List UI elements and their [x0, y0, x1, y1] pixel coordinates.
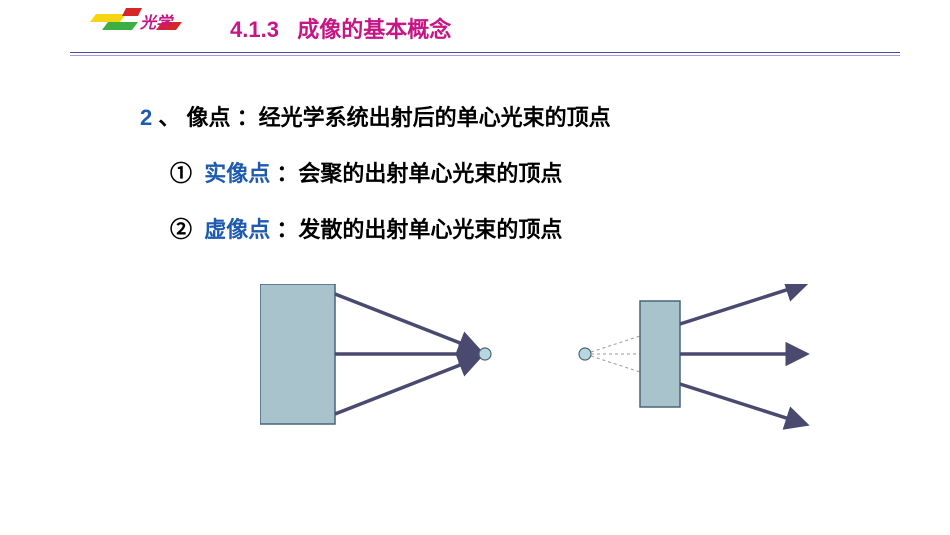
separator: 、 — [158, 105, 180, 130]
optical-system-box — [640, 301, 680, 407]
header-underline — [70, 52, 900, 56]
item-number: 2 — [140, 105, 152, 130]
dashed-ray-0 — [591, 336, 640, 352]
virtual-image-point — [579, 348, 591, 360]
ray-2 — [680, 384, 805, 424]
section-number: 4.1.3 — [230, 17, 279, 42]
logo-shape-red-1 — [122, 8, 142, 16]
logo: 光学 — [90, 8, 185, 41]
dashed-ray-2 — [591, 356, 640, 372]
definition-text: 发散的出射单心光束的顶点 — [298, 217, 562, 242]
bullet-1: ① — [170, 161, 192, 186]
content: 2 、 像点 ：经光学系统出射后的单心光束的顶点 ① 实像点 ：会聚的出射单心光… — [0, 40, 950, 484]
definition-line-2: 2 、 像点 ：经光学系统出射后的单心光束的顶点 — [140, 100, 950, 132]
diagram-converging — [260, 284, 520, 434]
definition-virtual-image: ② 虚像点 ：发散的出射单心光束的顶点 — [170, 212, 950, 244]
ray-2 — [335, 358, 478, 414]
diagram-diverging — [570, 284, 830, 434]
optical-system-box — [260, 284, 335, 424]
term-real-image: 实像点 — [204, 161, 270, 186]
definition-text: 会聚的出射单心光束的顶点 — [298, 161, 562, 186]
colon: ： — [237, 105, 259, 130]
header: 光学 4.1.3 成像的基本概念 — [0, 0, 950, 40]
colon: ： — [276, 217, 298, 242]
logo-text: 光学 — [139, 14, 174, 32]
term-virtual-image: 虚像点 — [204, 217, 270, 242]
logo-shape-green — [102, 22, 138, 30]
definition-real-image: ① 实像点 ：会聚的出射单心光束的顶点 — [170, 156, 950, 188]
image-point — [479, 348, 491, 360]
bullet-2: ② — [170, 217, 192, 242]
section-title-text: 成像的基本概念 — [297, 17, 451, 42]
ray-0 — [680, 284, 805, 324]
diagrams-row — [140, 284, 950, 484]
slide-page: 光学 4.1.3 成像的基本概念 2 、 像点 ：经光学系统出射后的单心光束的顶… — [0, 0, 950, 535]
ray-0 — [335, 294, 478, 350]
section-title: 4.1.3 成像的基本概念 — [230, 12, 451, 44]
colon: ： — [276, 161, 298, 186]
term-image-point: 像点 — [187, 105, 231, 130]
logo-shape-yellow — [90, 14, 126, 22]
definition-text: 经光学系统出射后的单心光束的顶点 — [259, 105, 611, 130]
